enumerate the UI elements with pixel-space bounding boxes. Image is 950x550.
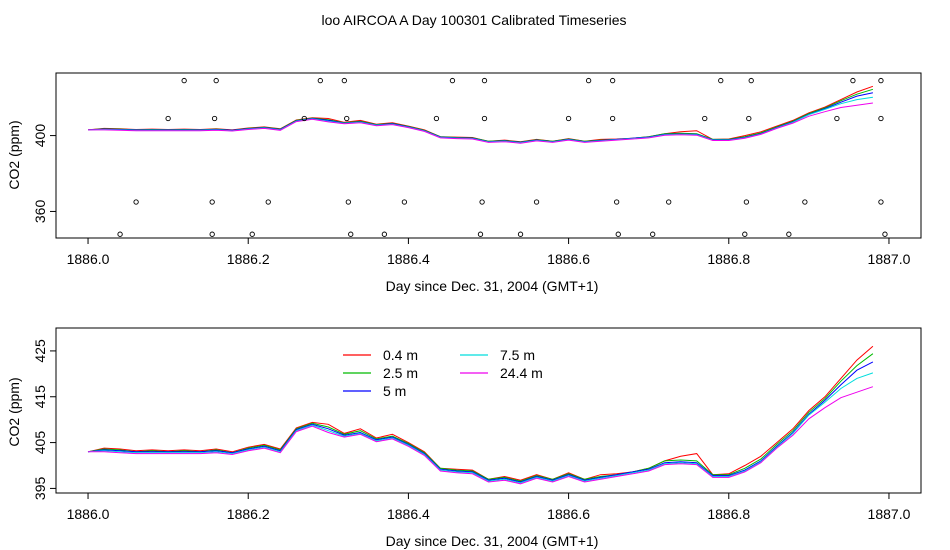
bottom-x-tick-label: 1886.0	[67, 506, 110, 522]
top-marker-point	[301, 115, 307, 122]
top-marker-point	[850, 77, 856, 84]
top-marker-point	[117, 231, 123, 237]
top-marker-point	[517, 231, 524, 237]
top-y-axis-label: CO2 (ppm)	[6, 120, 22, 189]
top-marker-point	[265, 199, 271, 205]
bottom-x-axis-label: Day since Dec. 31, 2004 (GMT+1)	[386, 533, 599, 549]
top-marker-point	[878, 77, 884, 84]
bottom-y-tick-label: 415	[32, 385, 48, 409]
top-marker-point	[181, 77, 187, 84]
top-marker-point	[609, 77, 616, 84]
top-x-tick-label: 1886.6	[547, 251, 590, 267]
bottom-y-tick-label: 395	[32, 477, 48, 501]
bottom-y-axis: 395 405 415 425	[32, 339, 56, 500]
bottom-y-tick-label: 425	[32, 339, 48, 363]
top-marker-point	[211, 115, 218, 122]
legend-label: 0.4 m	[383, 347, 418, 363]
top-marker-point	[878, 199, 884, 205]
top-marker-point	[650, 231, 656, 237]
top-marker-point	[585, 77, 592, 84]
top-marker-point	[477, 231, 484, 237]
top-marker-point	[882, 231, 888, 237]
top-marker-point	[743, 199, 750, 205]
top-marker-point	[348, 231, 354, 237]
top-marker-point	[666, 199, 672, 205]
top-marker-point	[746, 115, 752, 122]
top-marker-point	[249, 231, 255, 237]
legend-label: 5 m	[383, 383, 406, 399]
bottom-plot-frame	[55, 327, 922, 494]
legend: 0.4 m 2.5 m 5 m 7.5 m 24.4 m	[343, 347, 543, 399]
top-marker-point	[481, 77, 488, 84]
top-marker-point	[748, 77, 754, 84]
top-x-tick-label: 1886.4	[387, 251, 430, 267]
bottom-x-axis: 1886.0 1886.2 1886.4 1886.6 1886.8 1887.0	[67, 493, 911, 522]
top-marker-point	[479, 199, 485, 205]
top-marker-point	[802, 199, 808, 205]
top-marker-point	[317, 77, 323, 84]
top-marker-point	[742, 231, 748, 237]
bottom-x-tick-label: 1886.8	[707, 506, 750, 522]
top-x-axis: 1886.0 1886.2 1886.4 1886.6 1886.8 1887.0	[67, 238, 911, 267]
bottom-series-line	[88, 386, 874, 485]
top-marker-point	[615, 231, 621, 237]
top-series-line	[88, 102, 873, 144]
legend-label: 7.5 m	[500, 347, 535, 363]
top-marker-point	[834, 115, 840, 122]
legend-label: 24.4 m	[500, 365, 543, 381]
bottom-x-tick-label: 1886.6	[547, 506, 590, 522]
top-marker-point	[449, 77, 456, 84]
bottom-series-line	[87, 372, 874, 484]
top-marker-point	[165, 115, 171, 122]
top-markers-group	[117, 77, 888, 237]
top-marker-point	[565, 115, 572, 122]
top-marker-point	[702, 115, 708, 122]
top-marker-point	[718, 77, 724, 84]
top-marker-point	[341, 77, 347, 84]
legend-label: 2.5 m	[383, 365, 418, 381]
top-marker-point	[213, 77, 219, 84]
top-plot-frame	[55, 72, 922, 239]
bottom-x-tick-label: 1886.4	[387, 506, 430, 522]
bottom-x-tick-label: 1887.0	[868, 506, 911, 522]
page-title: loo AIRCOA A Day 100301 Calibrated Times…	[321, 12, 626, 28]
bottom-series-line	[87, 353, 874, 482]
top-marker-point	[613, 199, 620, 205]
bottom-series-group	[87, 345, 874, 485]
top-x-tick-label: 1887.0	[868, 251, 911, 267]
top-marker-point	[133, 199, 139, 205]
top-marker-point	[533, 199, 540, 205]
top-marker-point	[401, 199, 408, 205]
top-x-tick-label: 1886.0	[67, 251, 110, 267]
top-marker-point	[433, 115, 440, 122]
top-series-line	[87, 85, 874, 143]
top-y-tick-label: 400	[32, 124, 48, 148]
top-marker-point	[345, 199, 351, 205]
bottom-y-axis-label: CO2 (ppm)	[6, 377, 22, 446]
top-x-tick-label: 1886.2	[227, 251, 270, 267]
top-x-tick-label: 1886.8	[707, 251, 750, 267]
top-marker-point	[209, 231, 215, 237]
bottom-series-line	[87, 345, 874, 481]
bottom-series-line	[87, 361, 874, 483]
top-marker-point	[481, 115, 488, 122]
top-marker-point	[609, 115, 616, 122]
top-marker-point	[209, 199, 215, 205]
top-x-axis-label: Day since Dec. 31, 2004 (GMT+1)	[386, 278, 599, 294]
bottom-panel: 1886.0 1886.2 1886.4 1886.6 1886.8 1887.0 395…	[6, 327, 922, 549]
top-series-line	[87, 88, 874, 143]
top-marker-point	[381, 231, 388, 237]
bottom-x-tick-label: 1886.2	[227, 506, 270, 522]
top-series-group	[87, 85, 874, 144]
top-y-axis: 360 400	[32, 124, 56, 223]
top-marker-point	[878, 115, 884, 122]
top-panel: 1886.0 1886.2 1886.4 1886.6 1886.8 1887.0 360…	[6, 72, 922, 294]
top-y-tick-label: 360	[32, 200, 48, 224]
top-marker-point	[344, 115, 350, 122]
bottom-y-tick-label: 405	[32, 431, 48, 455]
top-marker-point	[786, 231, 792, 237]
